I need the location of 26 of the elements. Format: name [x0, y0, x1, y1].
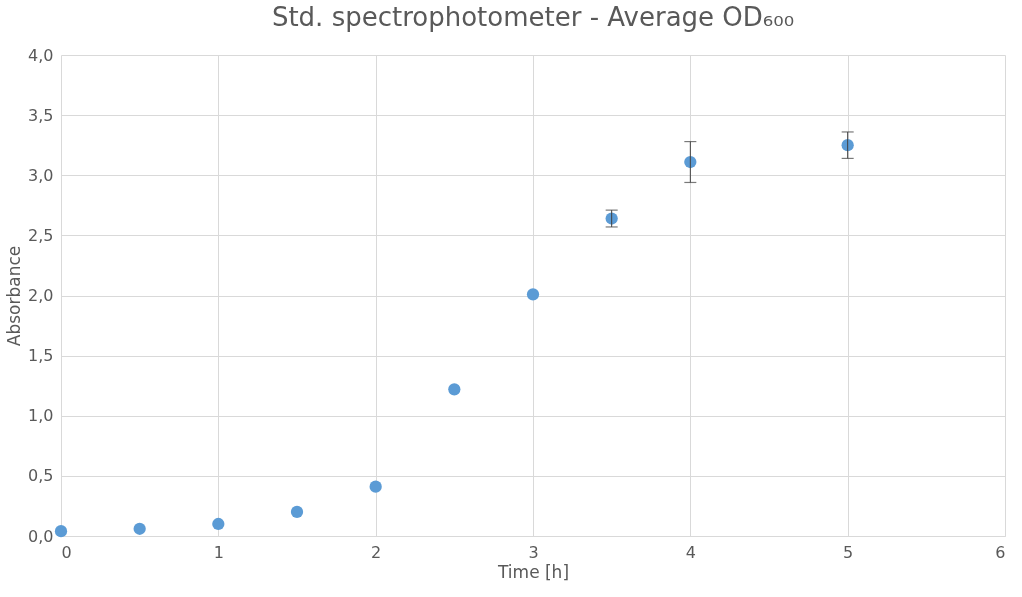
chart-title: Std. spectrophotometer - Average OD₆₀₀	[271, 2, 795, 32]
y-tick-label: 1,0	[28, 406, 54, 426]
point	[133, 522, 146, 535]
y-tick-label: 2,0	[28, 286, 54, 305]
y-tick-label: 0,5	[28, 466, 54, 486]
y-tick-label: 1,5	[28, 346, 54, 366]
point	[54, 525, 68, 538]
y-tick-label: 3,0	[28, 165, 54, 185]
point	[369, 480, 382, 493]
x-tick-label: 2	[371, 542, 382, 562]
point	[290, 505, 304, 519]
point	[448, 383, 461, 396]
y-tick-label: 4,0	[28, 45, 54, 65]
y-tick-label: 0,0	[28, 526, 54, 546]
x-tick-label: 5	[843, 542, 854, 562]
x-tick-label: 3	[528, 542, 539, 562]
point	[526, 288, 540, 301]
x-tick-label: 6	[995, 542, 1006, 562]
point	[212, 517, 225, 531]
x-tick-label: 0	[61, 542, 72, 562]
y-tick-label: 2,5	[28, 225, 54, 245]
y-axis-title: Absorbance	[4, 245, 25, 347]
y-tick-label: 3,5	[28, 105, 54, 125]
x-tick-label: 4	[685, 542, 696, 562]
x-axis-title: Time [h]	[496, 561, 570, 582]
x-tick-label: 1	[213, 542, 224, 562]
